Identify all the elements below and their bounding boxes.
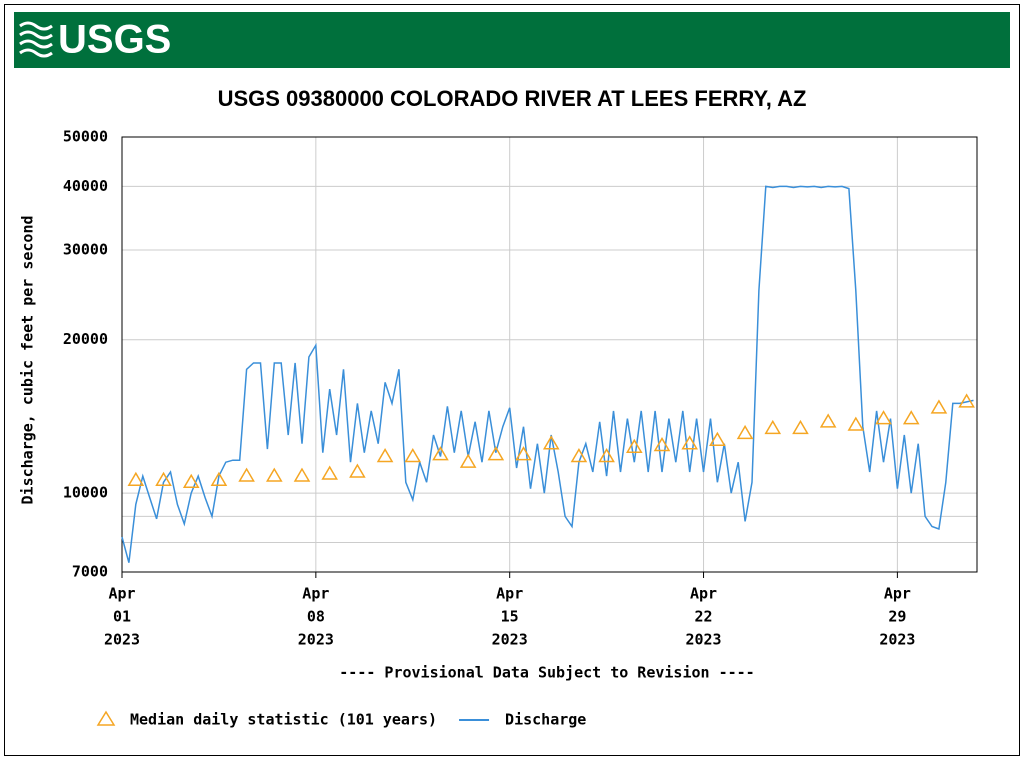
x-tick-label: 2023: [298, 631, 334, 649]
median-marker: [847, 416, 865, 431]
median-marker: [349, 463, 366, 478]
y-tick-label: 10000: [63, 484, 108, 502]
discharge-line: [121, 185, 974, 563]
frame: [4, 4, 1020, 756]
median-marker: [792, 419, 809, 435]
x-tick-label: Apr: [690, 585, 717, 603]
median-marker: [764, 419, 782, 435]
logo-waves: [19, 21, 53, 58]
median-marker: [376, 447, 394, 463]
median-marker: [736, 424, 754, 440]
median-marker: [930, 399, 948, 414]
x-tick-label: Apr: [884, 585, 911, 603]
plot-frame: [121, 136, 978, 573]
median-marker: [210, 471, 228, 486]
median-marker: [432, 446, 449, 461]
median-marker: [709, 431, 726, 446]
median-marker: [404, 447, 422, 463]
median-marker: [570, 447, 588, 463]
y-axis-label: Discharge, cubic feet per second: [19, 216, 37, 505]
legend-label: Median daily statistic (101 years): [130, 711, 437, 729]
median-marker: [127, 471, 145, 486]
median-marker: [293, 467, 311, 482]
median-marker: [875, 410, 892, 425]
median-marker: [681, 435, 698, 450]
chart-title: USGS 09380000 COLORADO RIVER AT LEES FER…: [218, 86, 807, 111]
median-marker: [902, 410, 920, 425]
logo: USGS: [58, 18, 171, 62]
median-marker: [626, 438, 643, 454]
median-marker: [819, 413, 837, 428]
x-tick-label: 2023: [879, 631, 915, 649]
median-marker: [598, 447, 615, 463]
annotation: ---- Provisional Data Subject to Revisio…: [339, 664, 754, 682]
median-marker: [653, 437, 671, 452]
x-tick-label: 2023: [104, 631, 140, 649]
x-tick-label: 01: [113, 608, 131, 626]
median-marker: [459, 453, 477, 468]
median-marker: [182, 473, 200, 489]
median-marker: [266, 467, 283, 482]
x-tick-label: Apr: [302, 585, 329, 603]
y-tick-label: 7000: [72, 563, 108, 581]
x-tick-label: Apr: [496, 585, 523, 603]
legend-label: Discharge: [505, 711, 586, 729]
x-tick-label: 29: [888, 608, 906, 626]
y-tick-label: 40000: [63, 177, 108, 195]
x-tick-label: 08: [307, 608, 325, 626]
median-marker: [238, 467, 255, 482]
y-tick-label: 50000: [63, 128, 108, 146]
median-marker: [542, 435, 560, 450]
median-marker: [487, 446, 505, 461]
x-tick-label: 22: [695, 608, 713, 626]
legend-marker: [96, 710, 116, 726]
x-tick-label: 15: [501, 608, 519, 626]
median-marker: [958, 393, 975, 408]
x-tick-label: Apr: [108, 585, 135, 603]
median-marker: [321, 465, 338, 480]
x-tick-label: 2023: [685, 631, 721, 649]
median-marker: [155, 471, 172, 486]
y-tick-label: 20000: [63, 330, 108, 348]
median-marker: [515, 446, 532, 461]
y-tick-label: 30000: [63, 241, 108, 259]
x-tick-label: 2023: [492, 631, 528, 649]
header-bar: [14, 12, 1010, 68]
